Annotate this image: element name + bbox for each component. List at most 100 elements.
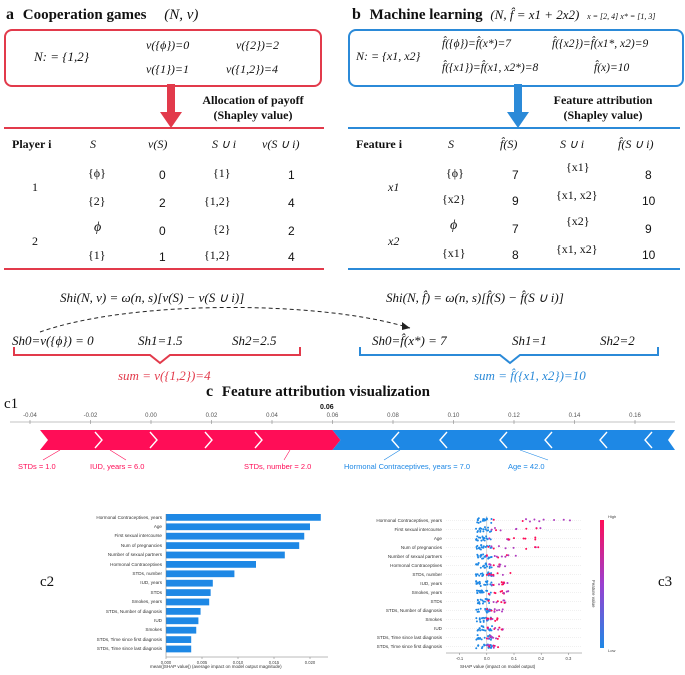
swarm-point xyxy=(483,537,486,540)
panel-b-f-x2: f̂({x2})=f̂(x1*, x2)=9 xyxy=(552,38,649,50)
swarm-point xyxy=(496,618,499,621)
force-tick-label: 0.12 xyxy=(508,413,520,419)
bar-feature-label: Age xyxy=(153,524,162,529)
swarm-point xyxy=(498,608,501,611)
panel-a-row3-sui: {2} xyxy=(213,222,231,236)
swarm-point xyxy=(486,529,489,532)
swarm-point xyxy=(492,583,495,586)
swarm-point xyxy=(568,519,571,522)
swarm-feature-label: Age xyxy=(433,535,442,541)
swarm-point xyxy=(476,529,479,532)
panel-a-arrow-label-line1: Allocation of payoff xyxy=(202,93,304,107)
swarm-point xyxy=(485,573,488,576)
panel-a-header-vsui: v(S ∪ i) xyxy=(262,137,300,151)
panel-b-table-bottom-rule xyxy=(348,268,680,270)
swarm-point xyxy=(477,636,480,639)
swarm-point xyxy=(494,627,497,630)
force-tick-label: 0.14 xyxy=(569,413,581,419)
bar-chart-svg: 0.000 0.005 0.010 0.015 0.020 xyxy=(161,514,328,665)
panel-b-title-sub: x = [2, 4] x* = [1, 3] xyxy=(587,12,656,21)
swarm-point xyxy=(493,608,496,611)
swarm-point xyxy=(493,610,496,613)
swarm-point xyxy=(490,646,493,649)
force-tick-label: 0.04 xyxy=(266,413,278,419)
swarm-point xyxy=(477,644,480,647)
swarm-point xyxy=(478,527,481,530)
panel-c-heading: Feature attribution visualization xyxy=(221,384,430,400)
swarm-point xyxy=(505,554,508,557)
force-chevron xyxy=(599,431,608,449)
swarm-feature-label: Smokes, years xyxy=(411,589,442,595)
bar-feature-label: Smokes, years xyxy=(131,599,162,605)
swarm-point xyxy=(486,617,489,620)
force-chevron xyxy=(544,431,553,449)
swarm-point xyxy=(485,581,488,584)
swarm-point xyxy=(537,546,540,549)
swarm-point xyxy=(495,609,498,612)
panel-a-sh1: Sh1=1.5 xyxy=(138,333,183,348)
panel-a-v-1: v({1})=1 xyxy=(146,62,190,76)
swarm-point xyxy=(487,545,490,548)
panel-a-header-s: S xyxy=(90,137,96,151)
panel-a-sum-bracket xyxy=(13,347,301,365)
swarm-point xyxy=(490,521,493,524)
swarm-point xyxy=(488,645,491,648)
swarm-point xyxy=(491,625,494,628)
force-chevron xyxy=(439,431,448,449)
swarm-point xyxy=(482,545,485,548)
swarm-point xyxy=(485,518,488,521)
swarm-point xyxy=(483,566,486,569)
swarm-point xyxy=(488,537,491,540)
bar-feature-label: Hormonal Contraceptives xyxy=(110,561,162,567)
swarm-point xyxy=(484,583,487,586)
swarm-point xyxy=(477,628,480,631)
panel-a-v-12: v({1,2})=4 xyxy=(226,62,279,76)
swarm-point xyxy=(501,610,504,613)
force-base-value: 0.06 xyxy=(320,404,334,411)
swarm-point xyxy=(485,554,488,557)
swarm-point xyxy=(475,620,478,623)
swarm-point xyxy=(542,518,545,521)
panel-c-title: c Feature attribution visualization xyxy=(206,383,430,401)
swarm-point xyxy=(489,546,492,549)
swarm-point xyxy=(488,572,491,575)
swarm-point xyxy=(492,518,495,521)
swarm-point xyxy=(487,637,490,640)
bar-feature-label: IUD, years xyxy=(140,580,162,586)
swarm-point xyxy=(476,539,479,542)
panel-a-row1-sui: {1} xyxy=(213,166,231,180)
swarm-point xyxy=(479,620,482,623)
panel-b-row3-fsui: 9 xyxy=(645,222,652,236)
swarm-point xyxy=(482,620,485,623)
swarm-point xyxy=(499,529,502,532)
swarm-point xyxy=(486,565,489,568)
force-negative-label: Age = 42.0 xyxy=(508,462,545,471)
c2-label: c2 xyxy=(40,574,55,590)
swarm-point xyxy=(528,520,531,523)
panel-a-arrow-label: Allocation of payoff (Shapley value) xyxy=(178,93,328,123)
swarm-point xyxy=(480,554,483,557)
swarm-point xyxy=(481,574,484,577)
panel-a-row1-vsui: 1 xyxy=(288,168,295,182)
swarm-point xyxy=(512,546,515,549)
swarm-point xyxy=(489,583,492,586)
swarm-point xyxy=(500,628,503,631)
beeswarm-xlabel: SHAP value (impact on model output) xyxy=(460,664,536,669)
swarm-point xyxy=(490,545,493,548)
swarm-point xyxy=(490,517,493,520)
swarm-point xyxy=(480,544,483,547)
swarm-point xyxy=(507,538,510,541)
panel-a-sum: sum = v({1,2})=4 xyxy=(118,368,211,383)
swarm-point xyxy=(480,647,483,650)
swarm-point xyxy=(482,629,485,632)
swarm-point xyxy=(486,583,489,586)
swarm-point xyxy=(490,617,493,620)
swarm-point xyxy=(491,617,494,620)
panel-b-formula: Shi(N, f̂) = ω(n, s)[f̂(S) − f̂(S ∪ i)] xyxy=(386,290,564,305)
swarm-point xyxy=(477,556,480,559)
swarm-point xyxy=(497,545,500,548)
panel-a-n-def: N: = {1,2} xyxy=(34,49,89,64)
panel-a-row2-sui: {1,2} xyxy=(204,194,231,208)
swarm-point xyxy=(479,629,482,632)
swarm-point xyxy=(489,638,492,641)
